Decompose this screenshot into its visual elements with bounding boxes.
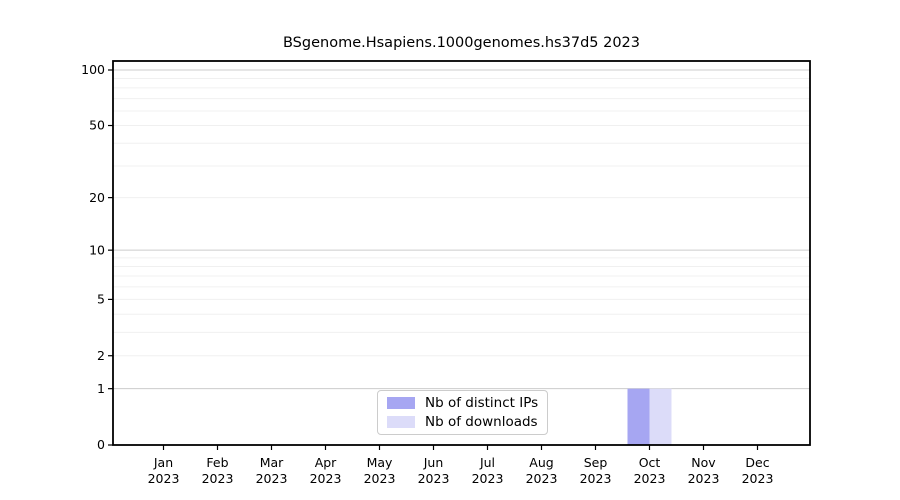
- legend-item-downloads: Nb of downloads: [387, 414, 538, 430]
- legend: Nb of distinct IPs Nb of downloads: [377, 390, 549, 435]
- x-tick-label-month: Jun: [423, 455, 444, 470]
- y-tick-label: 100: [81, 62, 105, 77]
- legend-swatch-downloads: [387, 416, 415, 428]
- x-tick-label-year: 2023: [418, 471, 450, 486]
- bar-downloads: [649, 388, 672, 445]
- x-tick-label-year: 2023: [580, 471, 612, 486]
- x-tick-label-year: 2023: [310, 471, 342, 486]
- x-tick-label-month: Jul: [479, 455, 495, 470]
- y-tick-label: 0: [97, 437, 105, 452]
- x-tick-label-year: 2023: [526, 471, 558, 486]
- legend-swatch-distinct-ips: [387, 397, 415, 409]
- x-tick-label-month: Dec: [745, 455, 769, 470]
- x-tick-label-month: Sep: [584, 455, 608, 470]
- x-tick-label-month: Jan: [153, 455, 173, 470]
- x-tick-label-month: Oct: [639, 455, 661, 470]
- x-tick-label-month: May: [367, 455, 393, 470]
- legend-label-downloads: Nb of downloads: [425, 414, 538, 430]
- x-tick-label-month: Aug: [529, 455, 553, 470]
- legend-label-distinct-ips: Nb of distinct IPs: [425, 395, 539, 411]
- bar-distinct-ips: [627, 388, 650, 445]
- x-tick-label-year: 2023: [634, 471, 666, 486]
- x-tick-label-month: Feb: [206, 455, 228, 470]
- x-tick-label-year: 2023: [742, 471, 774, 486]
- y-tick-label: 1: [97, 381, 105, 396]
- x-tick-label-year: 2023: [148, 471, 180, 486]
- legend-item-distinct-ips: Nb of distinct IPs: [387, 395, 538, 411]
- plot-frame: [112, 60, 811, 446]
- x-tick-label-month: Nov: [691, 455, 716, 470]
- x-tick-label-year: 2023: [202, 471, 234, 486]
- x-tick-label-month: Apr: [315, 455, 337, 470]
- x-tick-label-month: Mar: [260, 455, 284, 470]
- y-tick-label: 2: [97, 348, 105, 363]
- x-tick-label-year: 2023: [688, 471, 720, 486]
- x-tick-label-year: 2023: [256, 471, 288, 486]
- y-tick-label: 5: [97, 292, 105, 307]
- x-tick-label-year: 2023: [364, 471, 396, 486]
- y-tick-label: 20: [89, 190, 105, 205]
- x-tick-label-year: 2023: [472, 471, 504, 486]
- y-tick-label: 10: [89, 242, 105, 257]
- chart-title: BSgenome.Hsapiens.1000genomes.hs37d5 202…: [282, 35, 641, 51]
- y-tick-label: 50: [89, 118, 105, 133]
